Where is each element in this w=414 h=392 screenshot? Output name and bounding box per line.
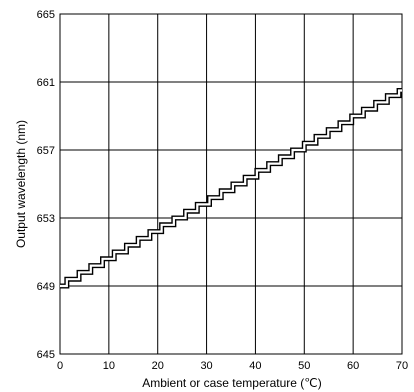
- y-tick-label: 657: [37, 145, 55, 157]
- y-tick-label: 661: [37, 77, 55, 89]
- x-tick-label: 30: [200, 360, 212, 372]
- y-tick-label: 665: [37, 9, 55, 21]
- x-tick-label: 60: [347, 360, 359, 372]
- series-line-inner: [60, 89, 402, 288]
- y-tick-labels: 645 649 653 657 661 665: [37, 9, 55, 361]
- y-axis-label: Output wavelength (nm): [14, 120, 28, 248]
- series-group: [60, 88, 402, 289]
- x-tick-label: 70: [396, 360, 408, 372]
- x-axis-label: Ambient or case temperature (℃): [142, 376, 322, 390]
- x-tick-label: 20: [152, 360, 164, 372]
- x-tick-labels: 0 10 20 30 40 50 60 70: [57, 360, 408, 372]
- x-tick-label: 50: [298, 360, 310, 372]
- x-tick-label: 40: [249, 360, 261, 372]
- x-tick-label: 10: [103, 360, 115, 372]
- x-tick-label: 0: [57, 360, 63, 372]
- y-tick-label: 645: [37, 349, 55, 361]
- y-tick-label: 649: [37, 281, 55, 293]
- plot-frame: [59, 13, 403, 355]
- y-tick-label: 653: [37, 213, 55, 225]
